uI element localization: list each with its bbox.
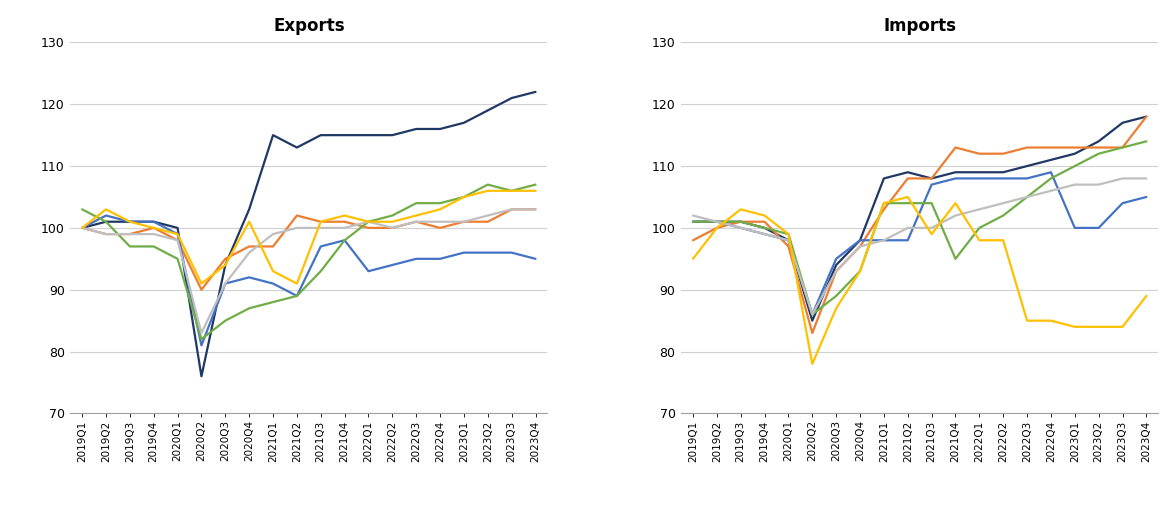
Title: Exports: Exports [273, 17, 345, 36]
Title: Imports: Imports [883, 17, 956, 36]
